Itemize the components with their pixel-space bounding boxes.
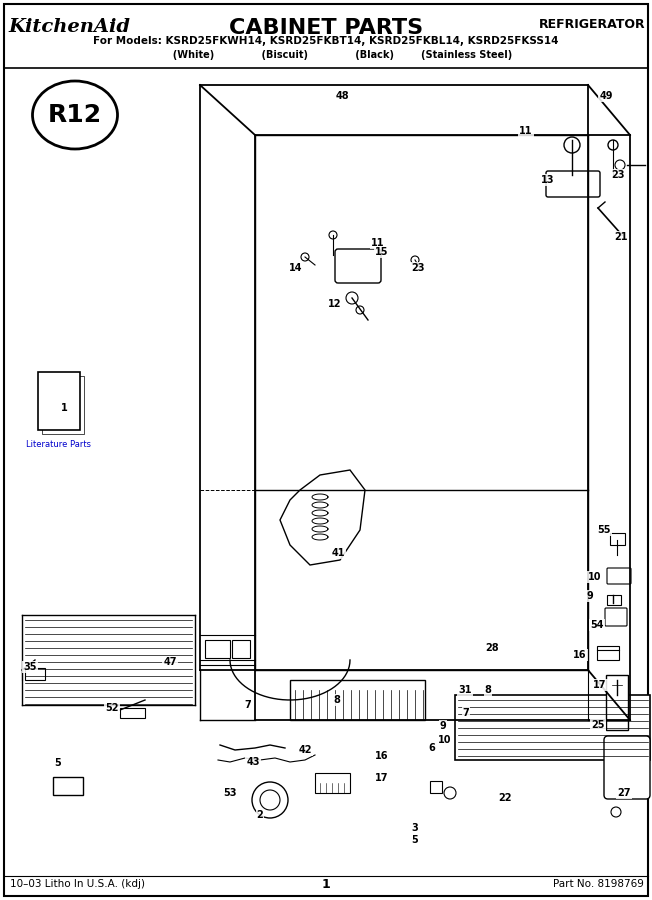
Text: 7: 7 xyxy=(244,700,252,710)
Circle shape xyxy=(564,137,580,153)
Text: 23: 23 xyxy=(612,170,625,180)
Bar xyxy=(606,675,628,730)
Ellipse shape xyxy=(33,81,117,149)
Text: 25: 25 xyxy=(591,720,605,730)
Text: 7: 7 xyxy=(463,708,469,718)
Circle shape xyxy=(444,787,456,799)
FancyBboxPatch shape xyxy=(605,608,627,626)
Bar xyxy=(597,646,619,660)
Circle shape xyxy=(615,160,625,170)
Text: 17: 17 xyxy=(376,773,389,783)
Text: 28: 28 xyxy=(485,643,499,653)
Text: Part No. 8198769: Part No. 8198769 xyxy=(553,879,644,889)
Text: (White)              (Biscuit)              (Black)        (Stainless Steel): (White) (Biscuit) (Black) (Stainless Ste… xyxy=(140,50,512,60)
Bar xyxy=(120,708,145,718)
Text: 12: 12 xyxy=(328,299,342,309)
Bar xyxy=(38,372,80,430)
Text: 2: 2 xyxy=(257,810,263,820)
Bar xyxy=(290,680,425,720)
Text: 11: 11 xyxy=(519,126,533,136)
Text: 21: 21 xyxy=(614,232,628,242)
Text: 42: 42 xyxy=(298,745,312,755)
Text: 48: 48 xyxy=(335,91,349,101)
Circle shape xyxy=(260,790,280,810)
Text: 4: 4 xyxy=(53,777,59,787)
Bar xyxy=(315,773,350,793)
Circle shape xyxy=(65,779,79,793)
Bar xyxy=(455,695,650,760)
Bar xyxy=(53,777,83,795)
Text: 23: 23 xyxy=(411,263,424,273)
Circle shape xyxy=(611,807,621,817)
Circle shape xyxy=(346,292,358,304)
Text: 14: 14 xyxy=(289,263,303,273)
Text: 47: 47 xyxy=(163,657,177,667)
Text: 41: 41 xyxy=(331,548,345,558)
Text: 6: 6 xyxy=(428,743,436,753)
Bar xyxy=(25,668,45,680)
Text: 43: 43 xyxy=(246,757,259,767)
Text: 54: 54 xyxy=(590,620,604,630)
Text: 1: 1 xyxy=(61,403,67,413)
Text: 8: 8 xyxy=(334,695,340,705)
Bar xyxy=(607,595,621,605)
Text: 15: 15 xyxy=(376,247,389,257)
Bar xyxy=(42,376,84,434)
Bar xyxy=(205,640,230,658)
Text: 9: 9 xyxy=(439,721,447,731)
Text: 3: 3 xyxy=(411,823,419,833)
Text: 10–03 Litho In U.S.A. (kdj): 10–03 Litho In U.S.A. (kdj) xyxy=(10,879,145,889)
Text: 5: 5 xyxy=(55,758,61,768)
Text: 9: 9 xyxy=(587,591,593,601)
Bar xyxy=(430,781,442,793)
Text: 11: 11 xyxy=(371,238,385,248)
Circle shape xyxy=(252,782,288,818)
Circle shape xyxy=(329,231,337,239)
Text: REFRIGERATOR: REFRIGERATOR xyxy=(539,18,645,31)
Text: For Models: KSRD25FKWH14, KSRD25FKBT14, KSRD25FKBL14, KSRD25FKSS14: For Models: KSRD25FKWH14, KSRD25FKBT14, … xyxy=(93,36,559,46)
FancyBboxPatch shape xyxy=(335,249,381,283)
Circle shape xyxy=(301,253,309,261)
Text: 8: 8 xyxy=(484,685,492,695)
Polygon shape xyxy=(280,470,365,565)
Text: 10: 10 xyxy=(438,735,452,745)
Text: 1: 1 xyxy=(321,878,331,890)
Text: .: . xyxy=(115,18,122,36)
Text: 35: 35 xyxy=(23,662,37,672)
Text: 17: 17 xyxy=(593,680,607,690)
Text: 55: 55 xyxy=(597,525,611,535)
Bar xyxy=(232,640,250,658)
Bar xyxy=(610,533,625,545)
Text: 31: 31 xyxy=(458,685,472,695)
Text: R12: R12 xyxy=(48,103,102,127)
Text: 49: 49 xyxy=(599,91,613,101)
Circle shape xyxy=(356,306,364,314)
Text: 52: 52 xyxy=(105,703,119,713)
Circle shape xyxy=(608,140,618,150)
Text: 16: 16 xyxy=(376,751,389,761)
Text: 13: 13 xyxy=(541,175,555,185)
FancyBboxPatch shape xyxy=(607,568,631,584)
Text: CABINET PARTS: CABINET PARTS xyxy=(229,18,423,38)
Text: 22: 22 xyxy=(498,793,512,803)
FancyBboxPatch shape xyxy=(546,171,600,197)
FancyBboxPatch shape xyxy=(604,736,650,799)
Text: 5: 5 xyxy=(411,835,419,845)
Text: 53: 53 xyxy=(223,788,237,798)
Text: Literature Parts: Literature Parts xyxy=(25,440,91,449)
Text: 27: 27 xyxy=(617,788,630,798)
Text: KitchenAid: KitchenAid xyxy=(8,18,130,36)
Text: 10: 10 xyxy=(588,572,602,582)
Circle shape xyxy=(411,256,419,264)
Text: 16: 16 xyxy=(573,650,587,660)
